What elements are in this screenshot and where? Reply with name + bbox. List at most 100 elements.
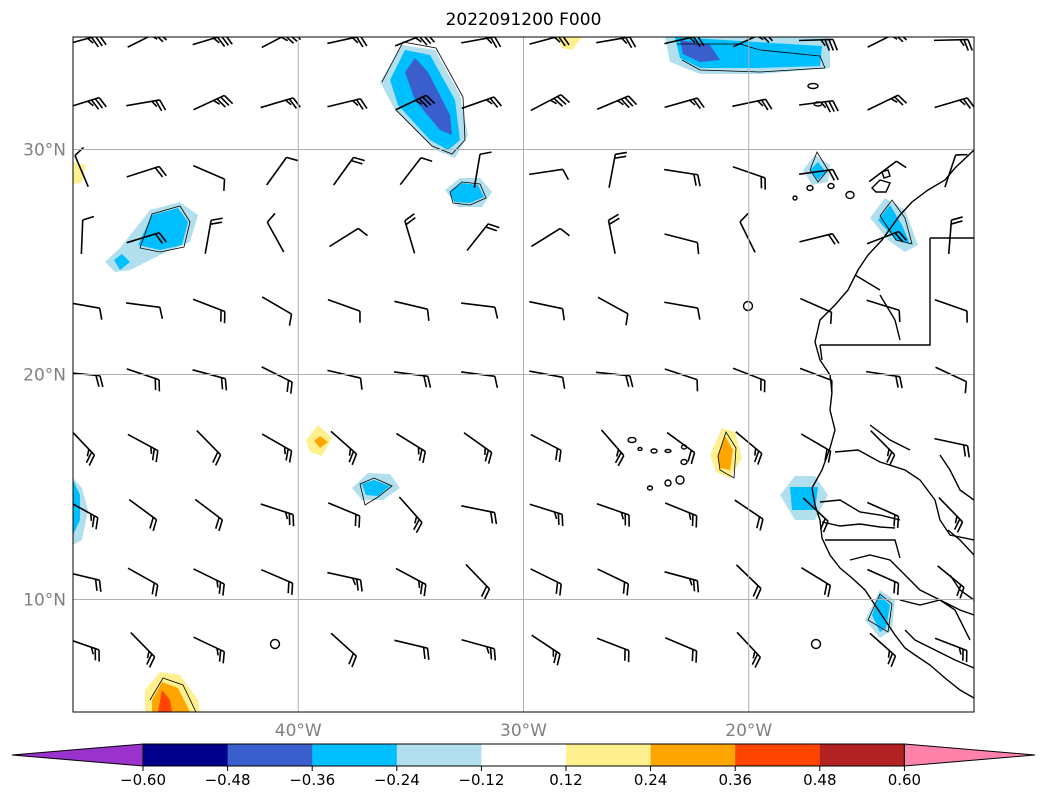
wind-barb xyxy=(664,637,698,663)
islands xyxy=(269,82,891,650)
wind-barb xyxy=(739,212,756,253)
wind-barb xyxy=(596,502,630,527)
wind-barb xyxy=(529,37,570,47)
colorbar-tick-label: 0.48 xyxy=(803,771,836,789)
wind-barb xyxy=(664,301,701,320)
colorbar-segment xyxy=(566,744,652,766)
wind-barb xyxy=(73,301,103,320)
wind-barb xyxy=(463,432,493,464)
wind-barb xyxy=(800,433,832,463)
wind-barb xyxy=(664,571,700,593)
wind-barb xyxy=(666,431,696,465)
wind-barb xyxy=(530,433,562,463)
wind-barb xyxy=(461,302,499,319)
wind-barb xyxy=(608,151,627,188)
wind-barb xyxy=(73,500,99,530)
wind-barb xyxy=(398,496,423,534)
wind-barb xyxy=(597,568,630,596)
wind-barb xyxy=(944,153,968,188)
wind-barb xyxy=(192,298,226,324)
wind-barb xyxy=(395,567,427,597)
colorbar-tick-label: −0.48 xyxy=(205,771,251,789)
wind-barb xyxy=(530,227,570,248)
wind-barb xyxy=(799,232,840,245)
wind-barb xyxy=(261,433,293,463)
colorbar-segment xyxy=(481,744,567,766)
wind-barb xyxy=(938,496,964,533)
wind-barb xyxy=(798,38,839,51)
colorbar-tick-label: −0.24 xyxy=(374,771,420,789)
wind-barb xyxy=(799,99,839,113)
wind-barb xyxy=(530,93,571,112)
colorbar: −0.60 −0.48 −0.36 −0.24 −0.12 0.12 0.24 0.36 0.4… xyxy=(11,743,1036,789)
wind-barb xyxy=(461,638,497,661)
colorbar-tick-label: −0.12 xyxy=(458,771,504,789)
wind-barb xyxy=(461,505,498,525)
wind-barb xyxy=(404,213,416,254)
wind-barb xyxy=(664,97,705,110)
wind-barb xyxy=(127,433,159,463)
wind-barb xyxy=(800,566,832,598)
wind-barb xyxy=(327,571,363,592)
wind-barb xyxy=(867,94,908,111)
wind-barb xyxy=(126,99,167,112)
wind-barb xyxy=(529,168,570,181)
wind-barb xyxy=(607,213,620,254)
wind-barb xyxy=(80,215,95,255)
wind-barb xyxy=(934,298,968,323)
wind-barb xyxy=(531,634,561,666)
lon-label: 30°W xyxy=(500,721,547,741)
wind-barb xyxy=(799,168,840,181)
wind-barb xyxy=(260,97,301,109)
wind-barb xyxy=(596,95,638,110)
wind-barb xyxy=(329,227,368,248)
wind-barb xyxy=(802,497,829,533)
wind-barb xyxy=(465,563,491,600)
coastlines xyxy=(811,149,974,699)
wind-barb xyxy=(394,639,430,660)
wind-barb xyxy=(204,217,223,254)
wind-barb xyxy=(126,165,167,178)
wind-barb xyxy=(529,300,566,321)
wind-barb xyxy=(327,298,361,323)
wind-barb xyxy=(260,503,295,527)
wind-barb xyxy=(664,502,698,528)
wind-barb xyxy=(266,156,298,186)
wind-barb xyxy=(461,37,502,49)
wind-barb xyxy=(937,565,965,599)
wind-barbs xyxy=(73,37,974,668)
wind-barb xyxy=(330,430,358,466)
wind-barb xyxy=(395,432,427,464)
wind-barb xyxy=(126,302,164,319)
wind-barb xyxy=(461,96,503,110)
contour-blob-north-east xyxy=(665,37,830,74)
colorbar-segment xyxy=(819,744,905,766)
wind-barb xyxy=(73,96,107,110)
wind-barb xyxy=(266,212,285,253)
wind-barb xyxy=(866,230,908,245)
colorbar-extend-low xyxy=(11,743,144,767)
wind-barb xyxy=(394,37,436,47)
colorbar-tick-label: 0.36 xyxy=(718,771,751,789)
plot-frame xyxy=(72,36,975,713)
wind-barb xyxy=(868,160,907,183)
contour-lines xyxy=(139,41,913,712)
wind-barb xyxy=(196,430,222,466)
wind-barb xyxy=(73,571,102,592)
wind-barb xyxy=(529,503,564,527)
colorbar-segment xyxy=(312,744,398,766)
filled-contours xyxy=(73,37,918,712)
wind-barb xyxy=(193,94,234,111)
wind-barb xyxy=(399,156,433,186)
wind-barb xyxy=(73,37,107,48)
wind-barb xyxy=(130,632,156,668)
wind-barb xyxy=(192,164,226,191)
wind-barb xyxy=(466,223,500,252)
colorbar-segment xyxy=(650,744,736,766)
lon-label: 40°W xyxy=(275,721,322,741)
colorbar-segment xyxy=(396,744,482,766)
wind-barb xyxy=(934,637,968,663)
lat-label: 30°N xyxy=(23,141,66,161)
wind-barb xyxy=(934,437,970,458)
wind-barb xyxy=(596,637,630,663)
